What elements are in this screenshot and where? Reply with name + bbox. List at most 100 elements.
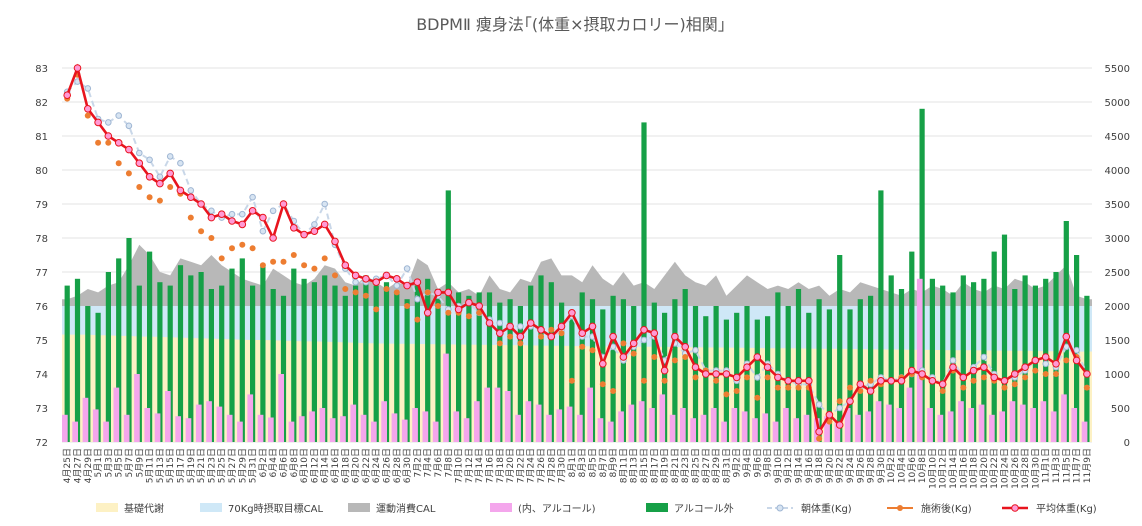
alcohol-bar [226,414,233,442]
x-tick-label: 7月2日 [412,448,423,477]
non-alcohol-bar [425,278,431,442]
average-weight-point [351,271,360,280]
non-alcohol-bar [682,289,688,442]
alcohol-bar [494,387,501,442]
average-weight-point [382,271,391,280]
alcohol-bar [927,408,933,442]
left-tick-label: 77 [35,268,48,279]
post-treatment-point [579,343,586,350]
x-tick-label: 5月1日 [93,448,104,477]
x-tick-label: 9月20日 [824,448,835,483]
non-alcohol-bar [456,292,462,442]
average-weight-point [393,275,401,283]
post-treatment-point [1063,357,1070,364]
alcohol-bar [288,421,295,442]
x-tick-label: 7月12日 [464,448,475,483]
average-weight-line [65,63,1088,436]
alcohol-bar [1050,411,1057,442]
post-treatment-point [795,384,802,391]
x-tick-label: 8月31日 [721,448,732,483]
legend-swatch [646,503,668,512]
average-weight-point [702,370,710,378]
post-treatment-point [249,245,256,252]
x-tick-label: 9月14日 [794,448,805,483]
average-weight-point [341,261,350,270]
left-tick-label: 81 [35,132,48,143]
average-weight-point [506,322,514,331]
average-weight-point [145,173,154,181]
non-alcohol-bar [229,268,235,442]
post-treatment-point [836,398,843,405]
x-tick-label: 5月13日 [155,448,166,483]
average-weight-point [403,281,411,290]
non-alcohol-bar [250,285,256,442]
x-tick-label: 7月18日 [495,448,506,483]
average-weight-point [114,139,123,147]
alcohol-bar [690,418,696,442]
alcohol-bar [916,278,923,442]
right-tick-label: 500 [1111,404,1130,415]
x-tick-label: 5月5日 [114,448,125,477]
right-tick-label: 4500 [1105,132,1130,143]
x-tick-label: 5月17日 [175,448,186,483]
post-treatment-point [95,139,102,146]
post-treatment-point [651,354,658,360]
alcohol-bar [484,387,490,442]
morning-weight-point [146,156,153,164]
non-alcohol-bar [528,285,534,442]
x-tick-label: 5月3日 [103,448,114,477]
right-tick-label: 1500 [1105,336,1130,347]
non-alcohol-bar [868,295,874,442]
alcohol-bar [422,411,429,442]
legend-label: 朝体重(Kg) [801,502,852,515]
left-tick-label: 73 [35,404,48,415]
alcohol-bar [762,413,769,442]
non-alcohol-bar [620,299,626,442]
non-alcohol-bar [136,285,142,442]
alcohol-bar [350,404,357,442]
legend-label: アルコール外 [674,503,734,515]
post-treatment-point [754,394,761,401]
legend-marker [897,505,903,511]
x-tick-label: 9月26日 [855,448,866,483]
alcohol-bar [855,414,861,442]
average-weight-point [599,360,607,368]
x-tick-label: 6月6日 [279,448,290,477]
non-alcohol-bar [322,275,328,442]
non-alcohol-bar [940,285,946,442]
x-tick-label: 9月2日 [732,448,743,477]
post-treatment-point [939,388,946,394]
post-treatment-point [970,377,977,384]
non-alcohol-bar [662,312,668,442]
alcohol-bar [453,411,460,442]
average-weight-point [1041,353,1050,361]
average-weight-point [166,169,174,178]
alcohol-bar [783,408,789,442]
x-tick-label: 6月4日 [268,448,279,477]
average-weight-point [228,217,236,225]
morning-weight-point [692,346,699,354]
average-weight-point [125,145,133,154]
alcohol-bar [1040,401,1047,442]
morning-weight-point [403,265,411,272]
legend-label: 平均体重(Kg) [1036,502,1097,515]
alcohol-bar [577,414,583,442]
average-weight-point [84,105,92,113]
legend-label: (内、アルコール) [518,502,596,515]
alcohol-bar [700,414,707,442]
alcohol-bar [319,408,326,442]
alcohol-bar [803,414,810,442]
post-treatment-point [445,309,452,316]
x-tick-label: 7月10日 [454,448,465,483]
left-axis: 83 82 81 80 79 78 77 76 75 74 73 72 [35,64,48,449]
post-treatment-point [373,306,380,313]
post-treatment-point [218,255,225,262]
non-alcohol-bar [373,285,379,442]
alcohol-bar [875,401,882,442]
average-weight-point [784,377,793,385]
post-treatment-point [1032,367,1039,374]
legend-item: 基礎代謝 [96,502,164,515]
non-alcohol-bar [507,299,513,442]
post-treatment-point [610,388,617,394]
alcohol-bar [947,411,954,442]
